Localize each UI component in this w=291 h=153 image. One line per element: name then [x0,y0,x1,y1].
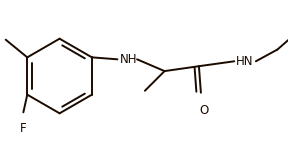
Text: F: F [20,122,27,135]
Text: O: O [199,104,208,118]
Text: HN: HN [236,55,254,68]
Text: NH: NH [119,53,137,66]
